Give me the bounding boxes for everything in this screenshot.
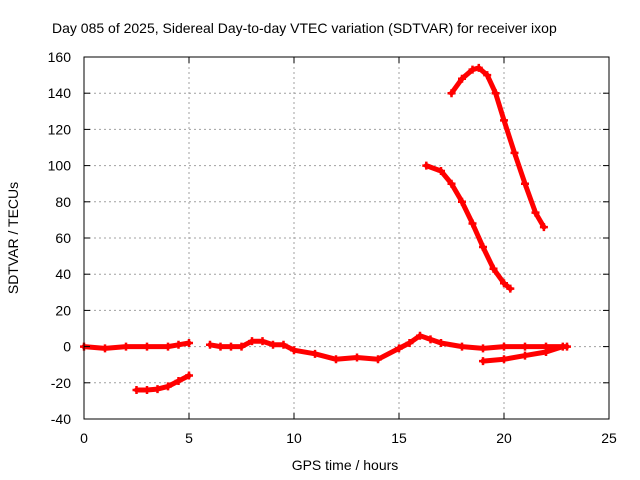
data-point bbox=[539, 223, 548, 232]
data-point bbox=[164, 382, 172, 391]
y-axis-label: SDTVAR / TECUs bbox=[5, 182, 21, 294]
data-point bbox=[122, 342, 130, 351]
x-tick-label: 10 bbox=[286, 430, 302, 446]
data-point bbox=[489, 264, 498, 273]
data-point bbox=[474, 63, 483, 72]
data-point bbox=[479, 243, 487, 252]
data-point bbox=[185, 338, 193, 347]
x-tick-label: 5 bbox=[185, 430, 193, 446]
data-point bbox=[416, 331, 424, 340]
data-point bbox=[164, 342, 172, 351]
data-point bbox=[483, 71, 492, 80]
data-point bbox=[185, 371, 193, 380]
data-point bbox=[426, 335, 435, 344]
data-point bbox=[143, 386, 151, 395]
data-point bbox=[153, 385, 162, 394]
data-point bbox=[395, 344, 403, 353]
data-point bbox=[290, 346, 298, 355]
y-tick-label: 0 bbox=[63, 339, 71, 355]
tick-marks bbox=[83, 56, 610, 420]
data-point bbox=[216, 342, 225, 351]
data-point bbox=[521, 179, 529, 188]
data-point bbox=[101, 344, 109, 353]
data-point bbox=[531, 208, 540, 217]
data-point bbox=[458, 197, 466, 206]
y-tick-label: 160 bbox=[48, 49, 72, 65]
y-tick-label: 80 bbox=[55, 194, 71, 210]
data-point bbox=[353, 353, 361, 362]
data-point bbox=[143, 342, 151, 351]
data-point bbox=[491, 89, 500, 98]
data-point bbox=[558, 342, 567, 351]
data-point bbox=[227, 342, 235, 351]
data-point bbox=[374, 355, 382, 364]
data-point bbox=[174, 376, 183, 385]
data-point bbox=[311, 349, 319, 358]
data-point bbox=[500, 279, 508, 288]
data-point bbox=[422, 161, 431, 170]
data-point bbox=[500, 116, 508, 125]
x-tick-label: 25 bbox=[601, 430, 617, 446]
series-layer bbox=[80, 63, 571, 395]
x-axis-label: GPS time / hours bbox=[292, 457, 399, 473]
data-point bbox=[206, 340, 214, 349]
data-point bbox=[248, 337, 256, 346]
y-tick-label: -20 bbox=[51, 375, 71, 391]
chart-title: Day 085 of 2025, Sidereal Day-to-day VTE… bbox=[52, 20, 557, 36]
data-point bbox=[479, 357, 487, 366]
data-point bbox=[521, 342, 529, 351]
data-point bbox=[479, 344, 487, 353]
data-point bbox=[500, 355, 508, 364]
data-point bbox=[447, 179, 456, 188]
data-point bbox=[237, 342, 246, 351]
y-tick-label: 40 bbox=[55, 266, 71, 282]
data-point bbox=[458, 74, 466, 83]
data-point bbox=[458, 342, 466, 351]
data-point bbox=[437, 167, 445, 176]
data-point bbox=[468, 65, 477, 74]
y-tick-label: 20 bbox=[55, 302, 71, 318]
data-point bbox=[542, 348, 550, 357]
data-point bbox=[279, 340, 288, 349]
data-point bbox=[447, 89, 456, 98]
data-point bbox=[132, 386, 141, 395]
tick-labels: 0 5 10 15 20 25 -40 -20 0 20 40 60 80 100 120 140 160 bbox=[48, 49, 617, 446]
x-tick-label: 20 bbox=[496, 430, 512, 446]
y-tick-label: 100 bbox=[48, 158, 72, 174]
y-tick-label: 140 bbox=[48, 85, 72, 101]
y-tick-label: 120 bbox=[48, 121, 72, 137]
data-point bbox=[510, 148, 519, 157]
x-tick-label: 0 bbox=[80, 430, 88, 446]
data-point bbox=[405, 338, 414, 347]
data-point bbox=[258, 337, 267, 346]
data-point bbox=[500, 342, 508, 351]
data-point bbox=[332, 355, 340, 364]
data-point bbox=[437, 338, 445, 347]
data-point bbox=[174, 340, 183, 349]
data-point bbox=[468, 219, 477, 228]
data-point bbox=[269, 340, 277, 349]
y-tick-label: -40 bbox=[51, 411, 71, 427]
x-tick-label: 15 bbox=[391, 430, 407, 446]
data-point bbox=[506, 284, 515, 293]
y-tick-label: 60 bbox=[55, 230, 71, 246]
data-point bbox=[521, 351, 529, 360]
